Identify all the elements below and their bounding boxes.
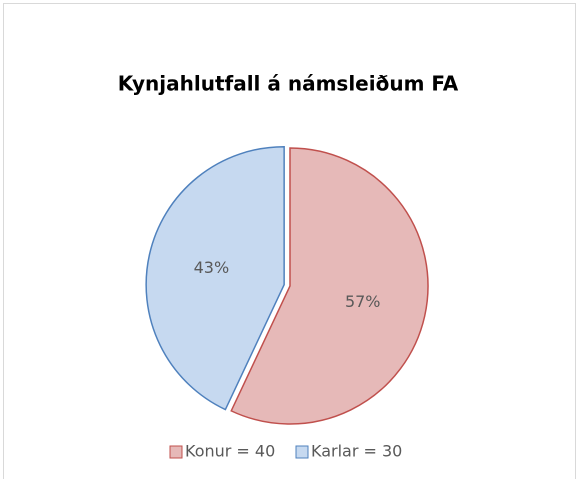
- data-label: 43%: [194, 258, 230, 277]
- pie-slice: [230, 147, 429, 425]
- legend-label: Konur = 40: [185, 442, 275, 461]
- legend-label: Karlar = 30: [311, 442, 402, 461]
- pie-slice: [145, 145, 285, 411]
- data-label: 57%: [345, 292, 381, 311]
- legend-swatch: [169, 445, 183, 459]
- legend-swatch: [295, 445, 309, 459]
- chart-title: Kynjahlutfall á námsleiðum FA: [118, 72, 459, 96]
